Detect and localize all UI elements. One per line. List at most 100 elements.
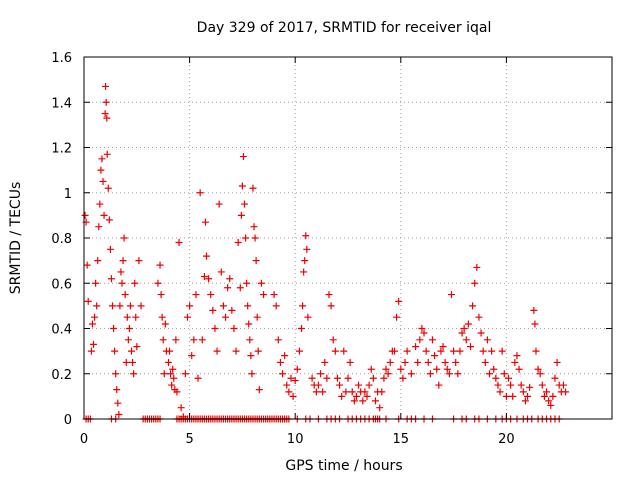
data-point [559, 381, 567, 389]
data-point [120, 234, 128, 242]
data-point [298, 325, 306, 332]
data-point [475, 313, 483, 321]
data-point [395, 297, 403, 305]
data-point [403, 347, 411, 355]
data-point [371, 397, 379, 405]
data-point [317, 370, 325, 378]
data-point [281, 352, 289, 360]
data-point [242, 234, 250, 242]
data-point [276, 358, 284, 366]
data-point [172, 336, 180, 344]
x-axis-label: GPS time / hours [285, 458, 402, 474]
data-point [244, 302, 252, 310]
data-point [245, 320, 253, 328]
data-point [412, 343, 420, 351]
data-point [348, 388, 356, 396]
data-point [289, 392, 297, 400]
data-point [248, 370, 256, 378]
data-point [114, 399, 122, 407]
data-point [531, 320, 539, 328]
data-point [205, 275, 213, 283]
data-point [119, 257, 127, 265]
data-point [302, 232, 310, 240]
data-point [333, 374, 341, 382]
data-point [365, 381, 373, 389]
data-point [538, 381, 546, 389]
data-point [352, 392, 360, 400]
data-point [295, 347, 303, 355]
data-point [285, 388, 293, 396]
data-point [498, 347, 506, 355]
data-point [254, 347, 262, 355]
y-tick-label: 1.4 [51, 96, 72, 111]
data-point [549, 392, 557, 400]
data-point [237, 211, 245, 219]
data-point [458, 329, 466, 337]
data-point [98, 155, 106, 163]
data-point [103, 150, 111, 158]
data-point [250, 223, 258, 231]
data-point [88, 320, 96, 328]
data-point [530, 306, 538, 314]
data-point [450, 347, 458, 355]
data-point [452, 358, 460, 366]
data-point [460, 325, 468, 332]
data-point [439, 343, 447, 351]
data-point [304, 313, 312, 321]
data-point [477, 329, 485, 337]
data-point [447, 291, 455, 299]
data-point [441, 358, 449, 366]
data-point [97, 166, 105, 174]
data-point [517, 381, 525, 389]
data-point [323, 374, 331, 382]
y-tick-label: 0.2 [51, 368, 72, 383]
data-point [562, 388, 570, 396]
data-point [91, 313, 99, 321]
data-point [283, 381, 291, 389]
data-point [100, 211, 108, 219]
data-point [219, 302, 227, 310]
data-point [96, 200, 104, 208]
x-tick-label: 0 [80, 432, 88, 447]
data-point [340, 347, 348, 355]
data-point [414, 358, 422, 366]
data-point [121, 291, 129, 299]
data-point [380, 374, 388, 382]
data-point [462, 336, 470, 344]
data-point [445, 370, 453, 378]
data-point [251, 234, 259, 242]
data-point [183, 313, 191, 321]
data-point [287, 374, 295, 382]
data-point [110, 325, 118, 332]
data-point [200, 272, 208, 280]
data-point [443, 365, 451, 373]
data-point [104, 184, 112, 192]
data-point [386, 358, 394, 366]
data-point [416, 336, 424, 344]
data-point [293, 365, 301, 373]
y-tick-label: 0.4 [51, 323, 72, 338]
data-point [319, 388, 327, 396]
data-point [521, 397, 529, 405]
data-point [363, 392, 371, 400]
data-point [213, 347, 221, 355]
data-point [188, 352, 196, 360]
data-point [226, 275, 234, 283]
data-point [338, 392, 346, 400]
data-point [173, 388, 181, 396]
data-point [111, 347, 119, 355]
data-point [224, 284, 232, 292]
x-tick-label: 15 [393, 432, 410, 447]
data-point [321, 358, 329, 366]
data-point [393, 313, 401, 321]
data-point [228, 306, 236, 314]
data-point [113, 386, 121, 394]
data-point [255, 386, 263, 394]
x-tick-label: 5 [185, 432, 193, 447]
data-point [215, 200, 223, 208]
data-point [543, 388, 551, 396]
data-point [95, 223, 103, 231]
data-point [483, 336, 491, 344]
data-point [157, 291, 165, 299]
data-point [428, 336, 436, 344]
